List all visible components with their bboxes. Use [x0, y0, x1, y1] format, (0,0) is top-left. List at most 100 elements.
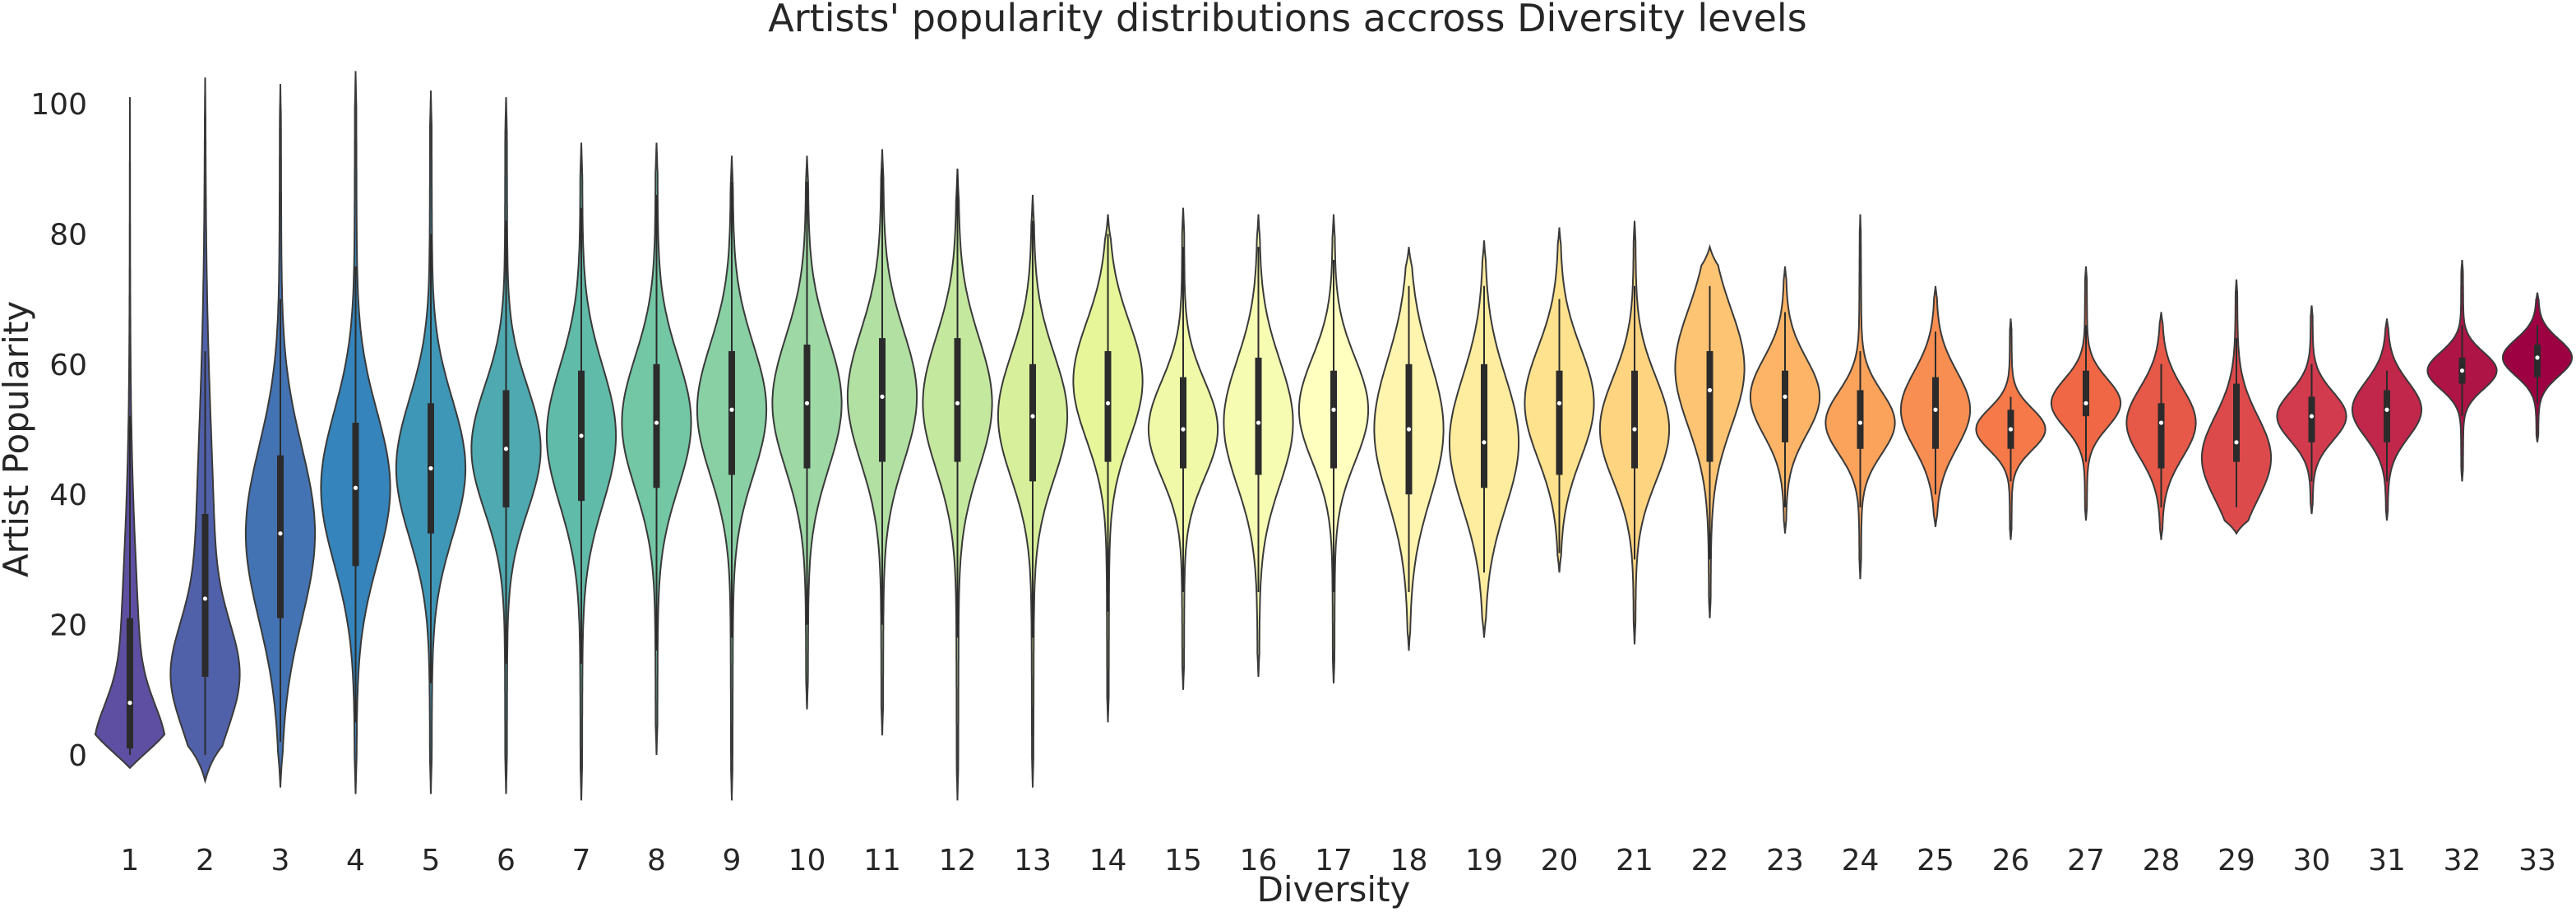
violin-median-1 — [127, 701, 132, 706]
violin-median-19 — [1482, 440, 1487, 445]
x-tick-label: 19 — [1465, 844, 1503, 877]
x-tick-label: 17 — [1315, 844, 1353, 877]
violin-iqr-box-17 — [1330, 370, 1337, 469]
x-tick-label: 31 — [2368, 844, 2406, 877]
x-tick-label: 11 — [863, 844, 901, 877]
x-tick-label: 27 — [2067, 844, 2105, 877]
x-tick-label: 12 — [939, 844, 977, 877]
violin-iqr-box-1 — [127, 618, 133, 749]
violin-iqr-box-23 — [1782, 370, 1788, 442]
violin-iqr-box-29 — [2233, 383, 2240, 462]
violin-iqr-box-13 — [1029, 363, 1036, 482]
violin-iqr-box-15 — [1180, 377, 1186, 469]
violin-median-21 — [1632, 427, 1637, 432]
x-tick-label: 1 — [121, 844, 140, 877]
x-tick-label: 3 — [271, 844, 290, 877]
violin-median-12 — [955, 400, 960, 405]
violin-iqr-box-31 — [2384, 390, 2390, 442]
violin-median-9 — [729, 407, 734, 412]
x-tick-label: 18 — [1390, 844, 1428, 877]
violin-iqr-box-3 — [277, 455, 284, 618]
violin-iqr-box-14 — [1104, 350, 1112, 462]
y-axis-ticks: 0 20 40 60 80 100 — [30, 88, 87, 773]
violin-iqr-box-25 — [1932, 377, 1939, 449]
violin-median-22 — [1707, 387, 1713, 393]
violin-iqr-box-16 — [1255, 357, 1262, 475]
x-tick-label: 7 — [572, 844, 591, 877]
violin-median-13 — [1030, 414, 1035, 419]
violin-median-20 — [1556, 400, 1562, 405]
violin-iqr-box-2 — [201, 513, 209, 677]
violin-median-25 — [1933, 407, 1938, 412]
x-tick-label: 22 — [1691, 844, 1729, 877]
x-tick-label: 32 — [2444, 844, 2481, 877]
x-tick-label: 14 — [1089, 844, 1127, 877]
x-tick-label: 10 — [789, 844, 826, 877]
y-tick-label: 40 — [49, 479, 87, 512]
x-tick-label: 33 — [2518, 844, 2556, 877]
x-tick-label: 16 — [1240, 844, 1278, 877]
violin-median-16 — [1256, 420, 1261, 425]
violin-median-6 — [503, 447, 509, 451]
violin-iqr-box-8 — [653, 363, 660, 488]
x-tick-label: 2 — [196, 844, 215, 877]
violin-iqr-box-28 — [2157, 403, 2165, 469]
violin-iqr-box-33 — [2534, 345, 2541, 377]
violin-iqr-box-27 — [2083, 370, 2089, 417]
violin-median-29 — [2234, 440, 2239, 445]
violin-iqr-box-21 — [1631, 370, 1638, 469]
violin-median-18 — [1406, 427, 1412, 432]
violin-median-7 — [579, 433, 584, 438]
violin-iqr-box-4 — [352, 423, 359, 567]
violin-iqr-box-20 — [1556, 370, 1563, 475]
violin-median-28 — [2158, 420, 2164, 425]
y-tick-label: 20 — [49, 609, 87, 643]
violin-iqr-box-12 — [954, 338, 961, 462]
violin-median-23 — [1783, 394, 1787, 399]
violin-median-27 — [2083, 400, 2088, 405]
x-tick-label: 28 — [2143, 844, 2181, 877]
violin-median-8 — [654, 420, 659, 425]
violin-median-3 — [278, 531, 283, 536]
violin-median-32 — [2459, 368, 2465, 373]
violin-median-4 — [353, 485, 358, 490]
x-axis-ticks: 1 2 3 4 5 6 7 8 9 10 11 12 13 14 15 16 17 18 19 20 21 22 23 24 2… — [121, 844, 2556, 877]
y-tick-label: 80 — [49, 218, 87, 252]
x-tick-label: 5 — [422, 844, 441, 877]
x-axis-label: Diversity — [1257, 869, 1411, 910]
violin-median-33 — [2535, 355, 2540, 360]
violin-iqr-box-22 — [1706, 350, 1713, 462]
violin-median-15 — [1181, 427, 1186, 432]
violin-median-10 — [804, 400, 810, 405]
violin-median-26 — [2008, 427, 2014, 432]
x-tick-label: 13 — [1014, 844, 1052, 877]
x-tick-label: 20 — [1541, 844, 1579, 877]
x-tick-label: 15 — [1164, 844, 1202, 877]
violin-iqr-box-10 — [803, 345, 811, 469]
x-tick-label: 9 — [723, 844, 742, 877]
chart-title: Artists' popularity distributions accros… — [768, 0, 1806, 40]
violin-median-30 — [2309, 414, 2315, 419]
violin-median-17 — [1331, 407, 1336, 412]
violin-median-24 — [1857, 420, 1863, 425]
violin-median-11 — [880, 394, 885, 399]
x-tick-label: 25 — [1917, 844, 1954, 877]
x-tick-label: 30 — [2293, 844, 2331, 877]
x-tick-label: 21 — [1616, 844, 1653, 877]
x-tick-label: 29 — [2218, 844, 2255, 877]
x-tick-label: 6 — [497, 844, 516, 877]
violins-group — [94, 71, 2574, 801]
violin-median-5 — [428, 465, 433, 471]
y-tick-label: 0 — [68, 739, 87, 773]
y-tick-label: 100 — [30, 88, 87, 122]
violin-iqr-box-11 — [879, 338, 886, 462]
violin-iqr-box-9 — [728, 350, 735, 475]
violin-iqr-box-19 — [1481, 363, 1487, 488]
violin-iqr-box-30 — [2308, 396, 2315, 442]
violin-median-14 — [1105, 400, 1111, 405]
violin-median-2 — [202, 596, 208, 601]
x-tick-label: 26 — [1992, 844, 2030, 877]
x-tick-label: 24 — [1842, 844, 1880, 877]
violin-median-31 — [2384, 407, 2389, 412]
